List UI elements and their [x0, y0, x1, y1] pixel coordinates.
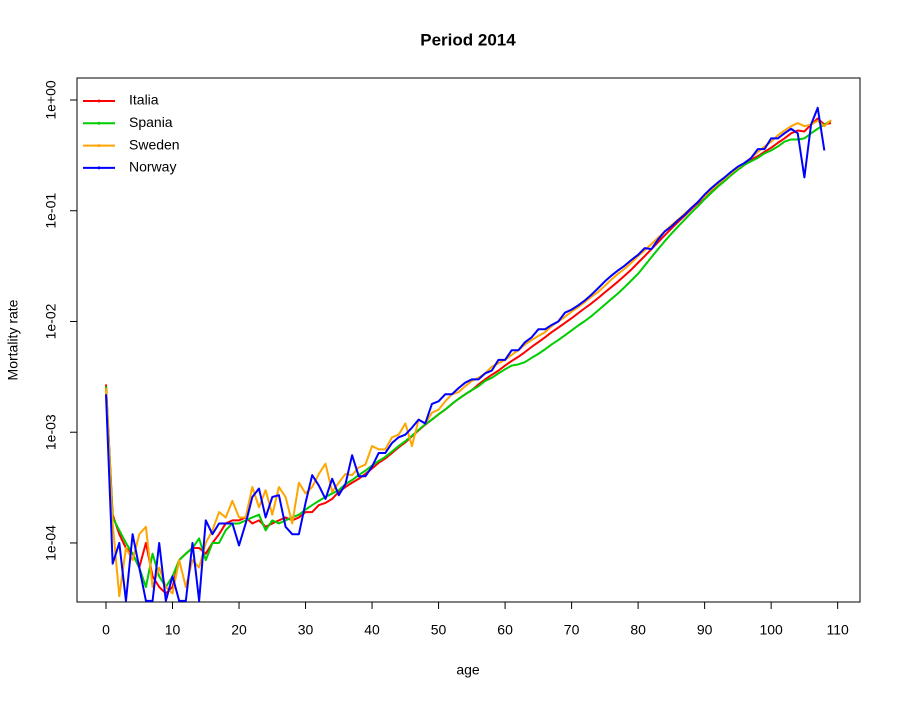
x-tick-label: 30 — [298, 622, 314, 638]
x-tick-label: 90 — [697, 622, 713, 638]
y-tick-label: 1e-01 — [43, 193, 59, 229]
x-tick-label: 80 — [630, 622, 646, 638]
series-line — [105, 119, 832, 589]
legend-label: Norway — [129, 159, 176, 175]
x-tick-label: 50 — [431, 622, 447, 638]
series-line — [105, 119, 832, 598]
legend-point — [97, 99, 101, 103]
legend-label: Italia — [129, 92, 159, 108]
x-tick-label: 70 — [564, 622, 580, 638]
series-line — [105, 106, 826, 602]
y-tick-label: 1e+00 — [43, 80, 59, 120]
legend-label: Spania — [129, 114, 173, 130]
legend-point — [97, 166, 101, 170]
x-tick-label: 10 — [165, 622, 181, 638]
x-axis-title: age — [456, 662, 480, 678]
legend-point — [97, 121, 101, 125]
x-tick-label: 40 — [364, 622, 380, 638]
x-tick-label: 60 — [497, 622, 513, 638]
x-tick-label: 0 — [102, 622, 110, 638]
y-tick-label: 1e-02 — [43, 303, 59, 339]
y-tick-label: 1e-04 — [43, 525, 59, 561]
x-tick-label: 100 — [759, 622, 783, 638]
legend-point — [97, 144, 101, 148]
chart-title: Period 2014 — [420, 30, 516, 49]
legend-label: Sweden — [129, 136, 180, 152]
y-tick-label: 1e-03 — [43, 414, 59, 450]
y-axis-title: Mortality rate — [5, 299, 21, 380]
x-tick-label: 110 — [826, 622, 849, 638]
x-tick-label: 20 — [231, 622, 247, 638]
